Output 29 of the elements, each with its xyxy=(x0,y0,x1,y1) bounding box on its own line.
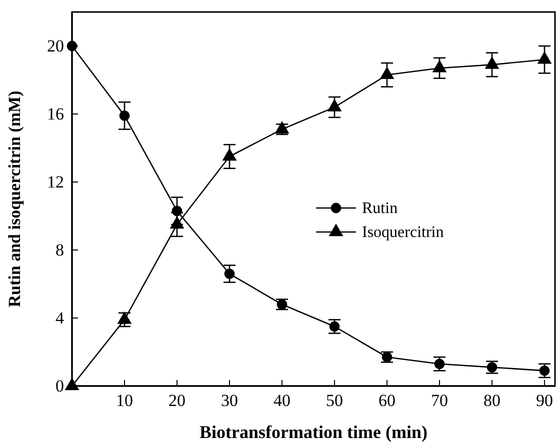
y-tick-label: 20 xyxy=(47,36,64,56)
x-tick-label: 40 xyxy=(274,391,290,410)
legend-label: Isoquercitrin xyxy=(362,224,444,241)
x-tick-label: 90 xyxy=(536,391,553,410)
y-tick-label: 8 xyxy=(56,240,64,260)
x-tick-label: 10 xyxy=(116,391,133,410)
x-tick-label: 50 xyxy=(326,391,343,410)
point xyxy=(222,148,237,161)
point xyxy=(434,358,445,370)
y-tick-label: 4 xyxy=(56,308,64,328)
x-tick-label: 70 xyxy=(431,391,448,410)
x-tick-label: 80 xyxy=(484,391,500,410)
y-axis-title: Rutin and isoquercitrin (mM) xyxy=(5,90,24,308)
point xyxy=(274,120,290,134)
point xyxy=(484,56,500,69)
x-tick-label: 60 xyxy=(378,391,396,410)
point xyxy=(224,268,235,279)
point xyxy=(537,51,552,64)
legend-label: Rutin xyxy=(362,200,398,217)
point xyxy=(380,66,394,80)
point xyxy=(432,60,447,72)
point xyxy=(327,98,342,112)
x-tick-label: 30 xyxy=(221,391,238,410)
y-tick-label: 0 xyxy=(56,376,64,396)
point xyxy=(170,216,184,229)
y-tick-label: 12 xyxy=(47,172,64,192)
x-tick-label: 20 xyxy=(168,391,186,410)
x-axis-title: Biotransformation time (min) xyxy=(200,422,428,442)
y-tick-label: 16 xyxy=(47,104,64,124)
